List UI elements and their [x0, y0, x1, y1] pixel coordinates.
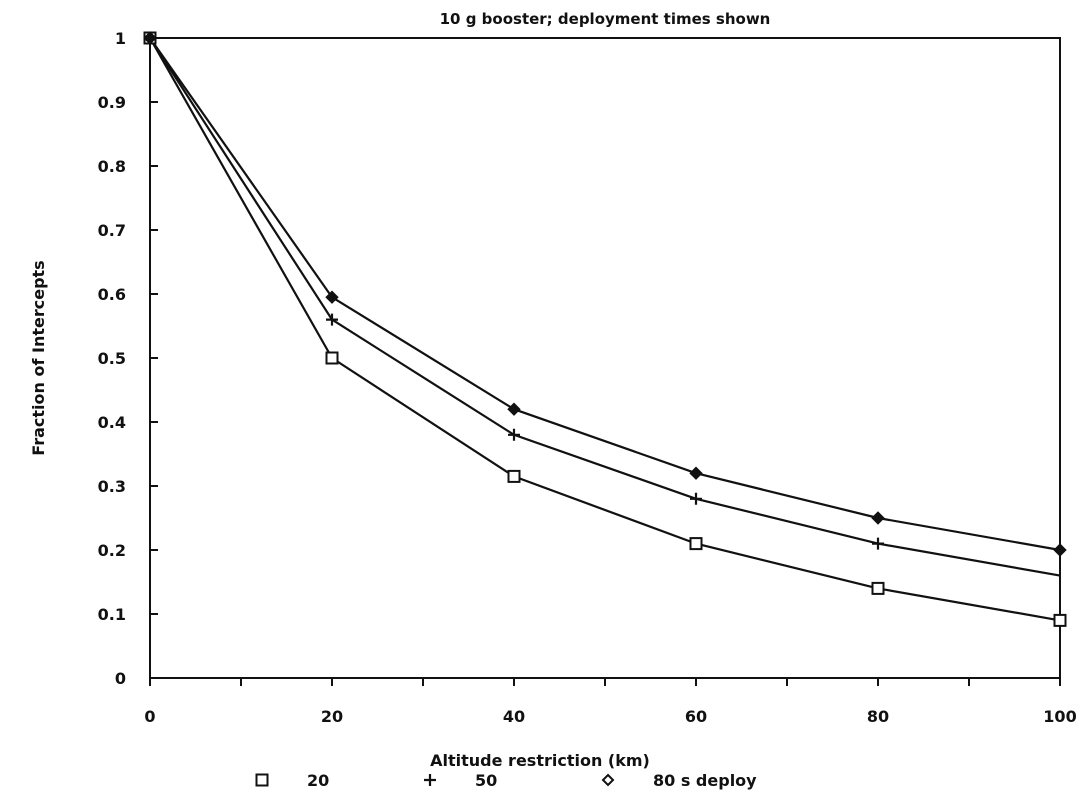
- y-axis: 0 0.1 0.2 0.3 0.4 0.5 0.6 0.7 0.8 0.9 1: [98, 29, 158, 688]
- data-point-50: [872, 537, 884, 550]
- data-point-80: [1053, 543, 1067, 557]
- x-tick-label: 20: [321, 707, 343, 726]
- x-tick-label: 0: [144, 707, 155, 726]
- data-point-50: [508, 428, 520, 441]
- data-point-80: [689, 466, 703, 480]
- plot-area: [149, 37, 1061, 679]
- series-line-20: [149, 37, 1061, 622]
- data-point-50: [690, 492, 702, 505]
- data-point-20: [871, 581, 885, 595]
- y-tick-label: 0.8: [98, 157, 126, 176]
- y-tick-label: 0.5: [98, 349, 126, 368]
- y-tick-label: 0.4: [98, 413, 126, 432]
- x-tick-label: 80: [867, 707, 889, 726]
- series-markers: [143, 31, 1067, 627]
- y-tick-label: 0.3: [98, 477, 126, 496]
- data-point-80: [507, 402, 521, 416]
- data-point-20: [325, 351, 339, 365]
- data-point-20: [507, 469, 521, 483]
- legend-marker-20: [255, 773, 269, 787]
- data-point-20: [1053, 613, 1067, 627]
- legend: 20 50 80 s deploy: [255, 771, 757, 790]
- x-tick-label: 60: [685, 707, 707, 726]
- y-tick-label: 1: [115, 29, 126, 48]
- legend-label: 50: [475, 771, 497, 790]
- series-lines: [149, 37, 1061, 622]
- y-tick-label: 0.7: [98, 221, 126, 240]
- y-tick-label: 0: [115, 669, 126, 688]
- legend-label: 80 s deploy: [653, 771, 757, 790]
- y-tick-label: 0.6: [98, 285, 126, 304]
- y-tick-label: 0.9: [98, 93, 126, 112]
- y-axis-label: Fraction of Intercepts: [29, 260, 48, 455]
- series-line-50: [149, 37, 1061, 577]
- x-axis: 0 20 40 60 80 100: [144, 678, 1077, 726]
- x-axis-label: Altitude restriction (km): [430, 751, 650, 770]
- data-point-80: [325, 290, 339, 304]
- x-tick-label: 40: [503, 707, 525, 726]
- y-tick-label: 0.1: [98, 605, 126, 624]
- legend-marker-80: [601, 773, 615, 787]
- data-point-20: [689, 537, 703, 551]
- series-line-80: [149, 37, 1061, 552]
- chart-title: 10 g booster; deployment times shown: [440, 10, 771, 28]
- data-point-80: [871, 511, 885, 525]
- data-point-50: [326, 313, 338, 326]
- x-tick-label: 100: [1043, 707, 1076, 726]
- data-point-80: [143, 31, 157, 45]
- legend-label: 20: [307, 771, 329, 790]
- y-tick-label: 0.2: [98, 541, 126, 560]
- legend-marker-50: [424, 774, 436, 786]
